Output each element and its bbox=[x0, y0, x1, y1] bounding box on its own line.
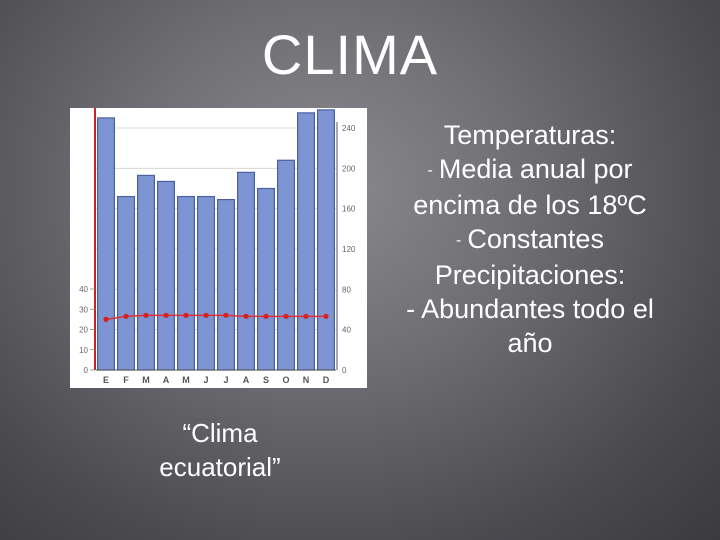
month-label: N bbox=[303, 375, 310, 385]
precipitation-bar bbox=[136, 174, 155, 371]
bullet-dash: - bbox=[456, 231, 462, 249]
temperature-line bbox=[103, 312, 329, 322]
precipitation-bars bbox=[97, 109, 336, 371]
caption-line-1: “Clima bbox=[182, 418, 258, 448]
right-tick-label: 160 bbox=[342, 205, 356, 214]
temperature-point bbox=[283, 313, 289, 319]
heading-precipitation: Precipitaciones: bbox=[434, 259, 626, 290]
month-label: D bbox=[323, 375, 330, 385]
climate-description: Temperaturas: - Media anual por encima de… bbox=[355, 118, 705, 360]
bullet-dash: - bbox=[427, 161, 433, 179]
axes bbox=[94, 108, 338, 371]
month-label: J bbox=[203, 375, 208, 385]
right-tick-label: 120 bbox=[342, 245, 356, 254]
temp-item-1b: encima de los 18ºC bbox=[413, 189, 647, 220]
temperature-point bbox=[203, 312, 209, 318]
month-label: S bbox=[263, 375, 269, 385]
month-label: M bbox=[142, 375, 150, 385]
left-tick-label: 0 bbox=[84, 366, 89, 375]
right-tick-label: 0 bbox=[342, 366, 347, 375]
temperature-point bbox=[123, 313, 129, 319]
month-label: F bbox=[123, 375, 129, 385]
temperature-point bbox=[103, 316, 109, 322]
precipitation-bar bbox=[297, 112, 316, 371]
precipitation-bar bbox=[116, 195, 135, 371]
precip-item-1: - Abundantes todo el bbox=[406, 293, 654, 324]
left-tick-label: 40 bbox=[79, 285, 88, 294]
precipitation-bar bbox=[97, 117, 115, 371]
precipitation-bar bbox=[237, 171, 256, 371]
temperature-point bbox=[143, 312, 149, 318]
temp-item-2-text: Constantes bbox=[467, 223, 604, 254]
tick-labels: 0 10 20 30 40 0 40 80 120 160 200 240 E F M A M J J A S O N D bbox=[79, 124, 356, 385]
month-label: J bbox=[223, 375, 228, 385]
temperature-line-path bbox=[105, 314, 326, 321]
precip-item-1b: año bbox=[507, 327, 553, 358]
precipitation-bar bbox=[217, 198, 236, 371]
precipitation-bar bbox=[257, 187, 276, 371]
right-tick-label: 80 bbox=[342, 285, 351, 294]
month-label: E bbox=[103, 375, 109, 385]
temperature-point bbox=[163, 312, 169, 318]
month-label: A bbox=[243, 375, 250, 385]
month-label: O bbox=[282, 375, 289, 385]
climate-chart-svg: 0 10 20 30 40 0 40 80 120 160 200 240 E F M A M J J A S O N D bbox=[79, 108, 356, 385]
grid-lines bbox=[96, 127, 336, 371]
precipitation-bar bbox=[317, 109, 336, 371]
temperature-point bbox=[323, 313, 329, 319]
precipitation-bar bbox=[176, 195, 195, 371]
temperature-point bbox=[183, 312, 189, 318]
right-tick-label: 240 bbox=[342, 124, 356, 133]
climate-chart: 0 10 20 30 40 0 40 80 120 160 200 240 E F M A M J J A S O N D bbox=[70, 108, 367, 388]
month-label: A bbox=[163, 375, 170, 385]
temp-item-2: - Constantes bbox=[355, 222, 705, 258]
precipitation-bar bbox=[196, 195, 215, 371]
left-tick-label: 20 bbox=[79, 326, 88, 335]
month-label: M bbox=[182, 375, 190, 385]
precipitation-bar bbox=[277, 159, 296, 371]
precipitation-bar bbox=[156, 180, 175, 371]
heading-temperatures: Temperaturas: bbox=[443, 120, 617, 150]
temperature-point bbox=[303, 313, 309, 319]
right-tick-label: 200 bbox=[342, 164, 356, 173]
left-tick-label: 30 bbox=[79, 305, 88, 314]
right-tick-label: 40 bbox=[342, 326, 351, 335]
temp-item-1: - Media anual por bbox=[355, 152, 705, 188]
chart-caption: “Clima ecuatorial” bbox=[100, 416, 340, 484]
temperature-point bbox=[223, 312, 229, 318]
caption-line-2: ecuatorial” bbox=[159, 452, 281, 482]
left-tick-label: 10 bbox=[79, 346, 88, 355]
temperature-point bbox=[243, 313, 249, 319]
temp-item-1-text: Media anual por bbox=[438, 154, 633, 184]
temperature-point bbox=[263, 313, 269, 319]
slide-title: CLIMA bbox=[261, 23, 439, 86]
